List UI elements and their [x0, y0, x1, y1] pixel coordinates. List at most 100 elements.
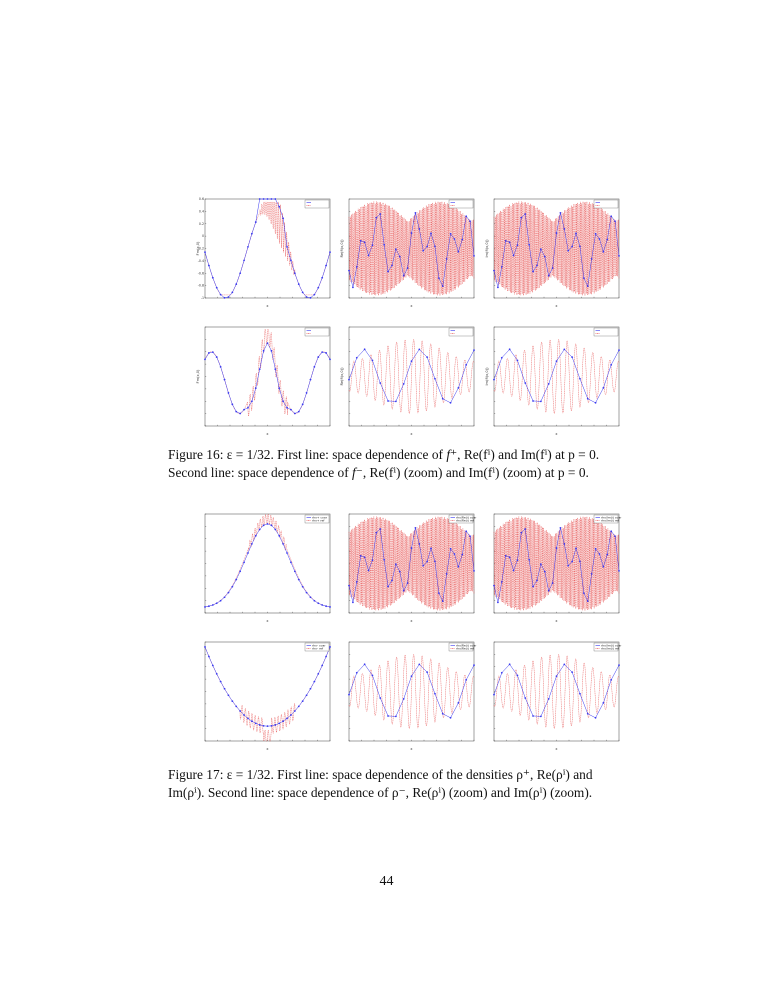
- series-blue-point: [449, 401, 452, 404]
- series-blue-point: [500, 581, 503, 583]
- series-blue-point: [434, 560, 436, 563]
- series-blue-point: [309, 596, 312, 599]
- series-blue-point: [606, 238, 609, 241]
- series-blue-point: [254, 221, 257, 223]
- series-blue-point: [278, 722, 281, 725]
- series-blue-point: [227, 694, 230, 697]
- series-blue-point: [329, 606, 331, 608]
- series-blue-point: [598, 238, 601, 240]
- series-blue-point: [449, 716, 452, 719]
- series-blue-point: [282, 542, 285, 545]
- series-blue-point: [219, 365, 222, 368]
- series-blue-point: [211, 664, 214, 667]
- series-blue-point: [274, 528, 277, 531]
- series-blue-point: [441, 397, 444, 400]
- series-blue-point: [262, 349, 265, 352]
- series-red-line: [493, 654, 620, 729]
- y-tick-label: -0.4: [198, 259, 204, 263]
- series-blue-point: [410, 547, 413, 549]
- series-blue-point: [375, 531, 378, 534]
- series-red-line: [204, 201, 331, 296]
- page-number: 44: [379, 874, 394, 889]
- series-blue-point: [497, 286, 499, 289]
- series-blue-point: [391, 579, 393, 582]
- series-blue-point: [410, 675, 413, 678]
- figure16-caption-text-4: , Re(fⁱ) (zoom) and Im(fⁱ) (zoom): [362, 465, 542, 480]
- series-blue-point: [445, 572, 448, 575]
- series-blue-point: [379, 697, 382, 699]
- series-blue-point: [457, 387, 460, 389]
- chart-fig17-row2-col1: rho- coar rho- ref x: [196, 639, 334, 751]
- series-blue-point: [250, 720, 253, 723]
- series-blue-point: [223, 296, 226, 299]
- series-blue-point: [243, 408, 245, 411]
- legend-entry: rho/Im(i) ref: [601, 646, 620, 650]
- series-blue-point: [363, 556, 366, 559]
- fplus-symbol: f⁺: [446, 447, 458, 462]
- series-blue-point: [211, 276, 214, 279]
- series-blue-point: [301, 585, 304, 588]
- y-tick-label: 0.4: [199, 209, 204, 213]
- series-blue-point: [586, 600, 589, 603]
- series-blue-point: [231, 291, 234, 294]
- series-blue-point: [329, 358, 331, 361]
- series-blue-point: [293, 710, 296, 712]
- series-blue-point: [394, 400, 397, 403]
- series-blue-point: [410, 232, 413, 234]
- chart-svg: x Re(fi(x,0)): [340, 326, 475, 436]
- series-blue-point: [387, 715, 389, 717]
- chart-fig16-row1-col2: x Re(fi(x,0)): [340, 196, 478, 308]
- series-blue-point: [469, 535, 471, 538]
- series-blue-point: [473, 254, 475, 257]
- series-blue-point: [266, 342, 269, 344]
- series-blue-point: [528, 243, 531, 246]
- figure17-caption: Figure 17: ε = 1/32. First line: space d…: [168, 766, 613, 802]
- series-blue-point: [394, 715, 397, 718]
- series-blue-point: [286, 717, 288, 720]
- series-blue-point: [208, 605, 210, 608]
- series-blue-point: [290, 561, 292, 564]
- series-blue-point: [309, 687, 312, 690]
- series-blue-point: [309, 296, 312, 299]
- series-blue-point: [528, 558, 531, 561]
- series-blue-point: [418, 227, 421, 230]
- series-blue-point: [465, 363, 468, 366]
- series-blue-point: [579, 377, 581, 380]
- series-blue-point: [586, 285, 589, 288]
- series-blue-point: [551, 582, 554, 584]
- series-red-line: [348, 339, 475, 414]
- series-blue-point: [223, 596, 226, 599]
- series-blue-point: [321, 604, 324, 606]
- series-blue-point: [602, 702, 605, 704]
- series-blue-point: [325, 605, 327, 608]
- legend-entry: rho/Re(i) ref: [456, 518, 475, 522]
- x-axis-label: x: [555, 304, 558, 308]
- series-blue-point: [434, 245, 436, 248]
- series-blue-point: [325, 655, 327, 658]
- series-blue-line: [348, 348, 475, 404]
- series-blue-point: [266, 198, 269, 200]
- series-blue-point: [614, 220, 616, 223]
- y-tick-label: 0: [202, 234, 204, 238]
- series-blue-point: [547, 382, 550, 385]
- series-blue-point: [355, 671, 358, 674]
- series-blue-point: [290, 714, 292, 716]
- x-axis-label: x: [410, 619, 413, 623]
- series-blue-point: [579, 692, 581, 695]
- series-blue-point: [247, 245, 249, 248]
- series-blue-point: [406, 582, 409, 584]
- series-blue-point: [606, 553, 609, 556]
- series-red-line: [348, 654, 475, 729]
- series-blue-point: [504, 239, 507, 242]
- legend-entry: rho/Re(i) coar: [456, 643, 477, 647]
- series-blue-point: [325, 352, 327, 354]
- series-blue-point: [610, 530, 613, 533]
- series-blue-point: [614, 535, 616, 538]
- series-blue-point: [239, 570, 242, 573]
- series-blue-point: [524, 528, 527, 530]
- legend-entry: rho/Re(i) ref: [456, 646, 475, 650]
- figure16-caption-text-5: at p = 0.: [544, 465, 589, 480]
- series-blue-point: [473, 349, 475, 352]
- y-axis-label: Fm(x,0): [196, 369, 200, 384]
